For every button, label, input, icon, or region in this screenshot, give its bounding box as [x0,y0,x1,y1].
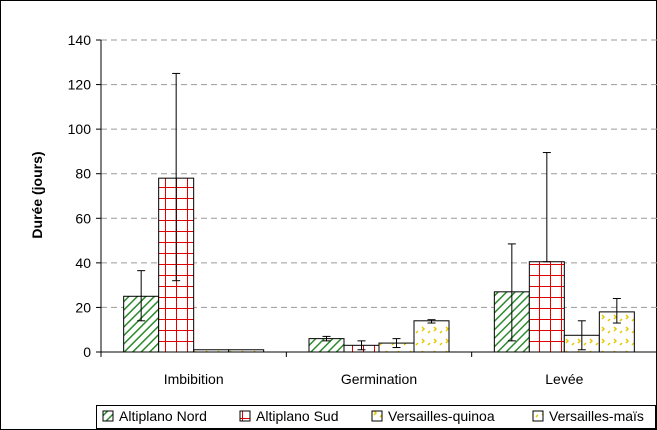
x-tick-label: Germination [341,371,417,387]
y-tick-label: 0 [83,344,91,360]
bar [528,261,565,353]
legend-label: Altiplano Sud [256,408,339,424]
bar [413,320,450,353]
legend-swatch [532,410,544,422]
y-tick-label: 120 [68,77,92,93]
legend-swatch [371,410,383,422]
y-axis-title: Durée (jours) [29,151,45,238]
y-tick-label: 20 [75,299,91,315]
y-tick-label: 60 [75,210,91,226]
y-tick-label: 40 [75,255,91,271]
x-tick-label: Levée [545,371,583,387]
category-labels: Imbibition Germination Levée [164,371,584,387]
axes [100,40,657,357]
legend-label: Versailles-quinoa [388,408,495,424]
y-tick-label: 140 [68,32,92,48]
legend-swatch [239,410,251,422]
x-tick-label: Imbibition [164,371,224,387]
legend: Altiplano Nord Altiplano Sud Versailles-qu… [96,405,656,429]
error-bars [137,72,621,351]
y-tick-label: 80 [75,166,91,182]
legend-label: Versailles-maïs [549,408,644,424]
legend-label: Altiplano Nord [119,408,207,424]
legend-swatch [102,410,114,422]
y-axis-ticks: 0 20 40 60 80 100 120 140 [68,32,101,360]
y-tick-label: 100 [68,121,92,137]
